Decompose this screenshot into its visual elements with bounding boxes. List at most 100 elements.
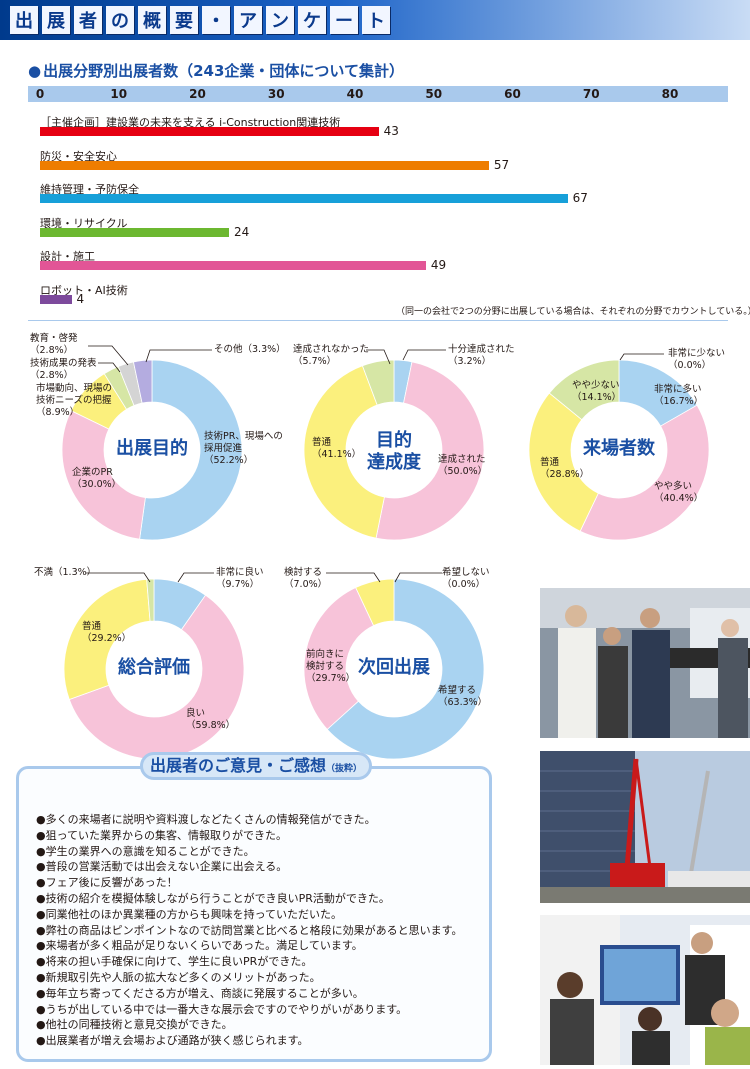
pie-label-line: （2.8%） — [30, 344, 74, 356]
leader-line — [619, 353, 664, 361]
pie-label-line: 技術成果の発表 — [30, 358, 97, 369]
pie-label-line: （52.2%） — [204, 454, 254, 466]
pie-label-line: （29.7%） — [306, 672, 356, 684]
banner-char: ト — [362, 6, 390, 34]
pie-label-line: 良い — [186, 708, 206, 719]
donut-hole — [571, 402, 667, 498]
section-title: ● 出展分野別出展者数（243企業・団体について集計） — [28, 60, 404, 81]
pie-label-line: 非常に良い — [216, 567, 264, 578]
pie-label-line: （14.1%） — [572, 391, 622, 403]
bar-category-label: 防災・安全安心 — [40, 149, 117, 163]
pie-label: 十分達成された （3.2%） — [448, 344, 515, 368]
list-item: ●同業他社のほか異業種の方からも興味を持っていただいた。 — [36, 907, 343, 921]
comments-title-text: 出展者のご意見・ご感想 — [149, 756, 326, 775]
list-item: ●他社の同種技術と意見交換ができた。 — [36, 1018, 233, 1032]
pie-label: 教育・啓発 （2.8%） — [30, 333, 78, 357]
section-title-text: 出展分野別出展者数（243企業・団体について集計） — [43, 62, 404, 80]
pie-label-line: やや多い — [654, 481, 693, 492]
pie-label-line: 技術PR、現場への — [204, 431, 283, 442]
pie-label-line: 企業のPR — [72, 467, 113, 478]
pie-label: 普通 （29.2%） — [82, 621, 131, 645]
pie-label: 不満（1.3%） — [34, 567, 97, 578]
x-tick-label: 70 — [582, 87, 600, 101]
pie-label: 非常に少ない （0.0%） — [668, 348, 725, 372]
pie-label-line: （50.0%） — [438, 465, 488, 477]
donut-title-line: 達成度 — [367, 451, 421, 473]
pie-label-line: （9.7%） — [216, 578, 260, 590]
leader-line — [86, 572, 151, 583]
list-item: ●出展業者が増え会場および通路が狭く感じられます。 — [36, 1034, 309, 1048]
donut-title-purpose: 出展目的 — [116, 438, 188, 459]
pie-label-line: （0.0%） — [442, 578, 486, 590]
donut-title-visitors: 来場者数 — [583, 438, 655, 459]
banner-char: ・ — [202, 6, 230, 34]
pie-label: 前向きに 検討する （29.7%） — [306, 649, 355, 685]
pie-label-line: （5.7%） — [293, 355, 337, 367]
pie-label-line: （0.0%） — [668, 359, 712, 371]
pie-label-line: （40.4%） — [654, 492, 704, 504]
leader-line — [88, 345, 129, 366]
donut-title-overall: 総合評価 — [118, 657, 190, 678]
x-tick-label: 30 — [267, 87, 285, 101]
pie-label: 普通 （41.1%） — [312, 437, 361, 461]
banner-title: 出 展 者 の 概 要 ・ ア ン ケ ー ト — [10, 6, 390, 34]
bar — [40, 227, 229, 237]
pie-label-line: （16.7%） — [654, 395, 704, 407]
bar-value-label: 4 — [76, 292, 85, 306]
pie-label-line: 前向きに — [306, 649, 345, 660]
pie-label: 非常に多い （16.7%） — [654, 384, 703, 408]
pie-label: 企業のPR （30.0%） — [72, 467, 121, 491]
pie-label-line: 教育・啓発 — [30, 333, 78, 344]
leader-line — [98, 362, 121, 373]
x-tick-label: 0 — [35, 87, 45, 101]
bar-category-label: ［主催企画］建設業の未来を支える i-Construction関連技術 — [40, 116, 341, 129]
leader-line — [177, 572, 214, 583]
bar-chart-axis — [28, 86, 728, 102]
donut-hole — [104, 402, 200, 498]
donut-hole — [346, 402, 442, 498]
header-banner: 出 展 者 の 概 要 ・ ア ン ケ ー ト — [0, 0, 750, 40]
pie-label: 市場動向、現場の 技術ニーズの把握 （8.9%） — [36, 383, 112, 419]
pie-label-line: 非常に多い — [654, 384, 702, 395]
list-item: ●来場者が多く粗品が足りないくらいであった。満足しています。 — [36, 939, 363, 953]
pie-label-line: （7.0%） — [284, 578, 328, 590]
list-item: ●うちが出している中では一番大きな展示会ですのでやりがいがあります。 — [36, 1002, 408, 1016]
donut-chart-achievement — [303, 359, 485, 541]
x-tick-label: 10 — [110, 87, 128, 101]
bar-chart-note: （同一の会社で2つの分野に出展している場合は、それぞれの分野でカウントしている。… — [396, 307, 750, 317]
bar-value-label: 49 — [430, 258, 447, 273]
bar — [40, 295, 72, 304]
pie-label-line: 達成された — [438, 454, 486, 465]
x-tick-label: 50 — [425, 87, 443, 101]
list-item: ●フェア後に反響があった！ — [36, 876, 178, 890]
pie-label: 良い （59.8%） — [186, 708, 235, 732]
pie-label-line: 十分達成された — [448, 344, 515, 355]
banner-char: ー — [330, 6, 358, 34]
bar — [40, 127, 379, 136]
donut-chart-overall — [63, 578, 245, 760]
pie-label: やや少ない （14.1%） — [572, 380, 621, 404]
donut-title-achievement: 目的 達成度 — [350, 430, 438, 473]
pie-label-line: （29.2%） — [82, 632, 132, 644]
pie-label: やや多い （40.4%） — [654, 481, 703, 505]
donut-chart-visitors — [528, 359, 710, 541]
pie-label-line: （30.0%） — [72, 478, 122, 490]
bar-value-label: 57 — [493, 157, 510, 172]
banner-char: の — [106, 6, 134, 34]
pie-label-line: （41.1%） — [312, 448, 362, 460]
bar-category-label: ロボット・AI技術 — [40, 284, 128, 297]
pie-label-line: （63.3%） — [438, 696, 488, 708]
bar-category-label: 環境・リサイクル — [40, 216, 128, 230]
x-tick-label: 40 — [346, 87, 364, 101]
pie-label-line: 非常に少ない — [668, 348, 726, 359]
leader-line — [394, 572, 442, 583]
pie-label: 非常に良い （9.7%） — [216, 567, 264, 591]
bar — [40, 160, 489, 170]
pie-label-line: 普通 — [312, 437, 332, 448]
pie-label: 技術PR、現場への 採用促進 （52.2%） — [204, 431, 283, 467]
banner-char: 出 — [10, 6, 38, 34]
pie-label: 検討する （7.0%） — [284, 567, 327, 591]
pie-label: 達成された （50.0%） — [438, 454, 487, 478]
donut-title-line: 目的 — [376, 430, 412, 451]
banner-char: ン — [266, 6, 294, 34]
